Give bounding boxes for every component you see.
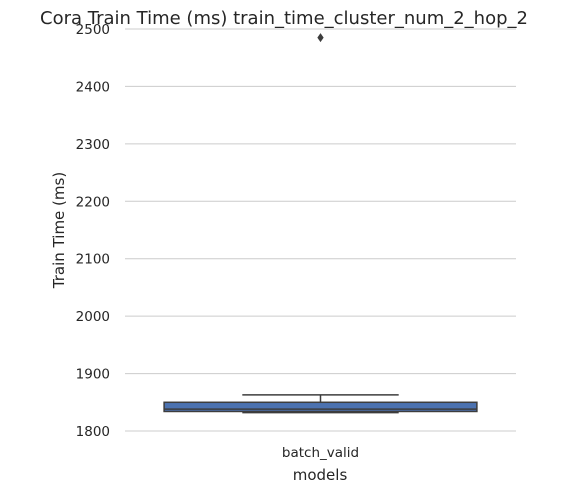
x-tick-label: batch_valid — [282, 445, 359, 461]
grid-lines — [125, 28, 516, 432]
y-tick-label: 1800 — [76, 424, 110, 440]
y-axis-label: Train Time (ms) — [50, 172, 68, 289]
y-tick-label: 2400 — [76, 79, 110, 95]
y-tick-label: 2300 — [76, 137, 110, 153]
x-axis-label: models — [293, 466, 348, 484]
box-batch_valid — [163, 33, 478, 414]
boxes — [163, 33, 478, 414]
chart-title: Cora Train Time (ms) train_time_cluster_… — [40, 8, 528, 29]
y-tick-label: 1900 — [76, 367, 110, 383]
y-tick-label: 2200 — [76, 194, 110, 210]
outlier-point — [317, 33, 324, 43]
x-tick-labels: batch_valid — [282, 445, 359, 461]
box-iqr — [163, 401, 478, 413]
y-tick-label: 2500 — [76, 22, 110, 38]
y-tick-label: 2100 — [76, 252, 110, 268]
y-tick-label: 2000 — [76, 309, 110, 325]
y-tick-labels: 1800 1900 2000 2100 2200 2300 2400 2500 — [76, 22, 110, 440]
